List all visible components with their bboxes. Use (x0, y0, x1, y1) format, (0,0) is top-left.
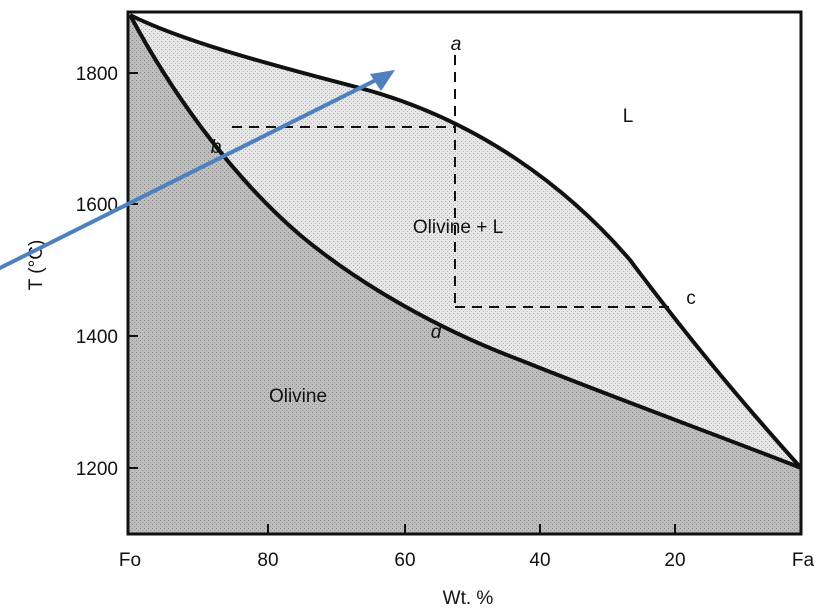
liquidus-curve (129, 13, 803, 470)
liquid-region (128, 12, 801, 468)
point-label-a: a (451, 34, 462, 55)
point-label-d: d (431, 322, 443, 343)
x-tick-label-20: 20 (664, 550, 685, 571)
y-tick-label-1800: 1800 (76, 64, 118, 85)
annotation-arrow (0, 70, 395, 270)
y-tick-label-1200: 1200 (76, 459, 118, 480)
x-tick-label-40: 40 (529, 550, 550, 571)
two-phase-region-label: Olivine + L (413, 217, 503, 238)
solidus-curve (128, 14, 802, 470)
plot-frame (126, 10, 803, 536)
liquid-region-label: L (623, 106, 634, 127)
two-phase-region (128, 15, 801, 468)
point-label-c: c (686, 288, 696, 309)
x-tick-label-fo: Fo (119, 550, 141, 571)
x-tick-label-fa: Fa (792, 550, 815, 571)
x-axis-title: Wt. % (443, 588, 494, 609)
y-tick-label-1600: 1600 (76, 195, 118, 216)
y-tick-label-1400: 1400 (76, 327, 118, 348)
x-tick-label-60: 60 (394, 550, 415, 571)
point-label-b: b (211, 137, 222, 158)
solid-region-label: Olivine (269, 386, 327, 407)
x-tick-label-80: 80 (257, 550, 278, 571)
x-axis-ticks (267, 524, 676, 534)
